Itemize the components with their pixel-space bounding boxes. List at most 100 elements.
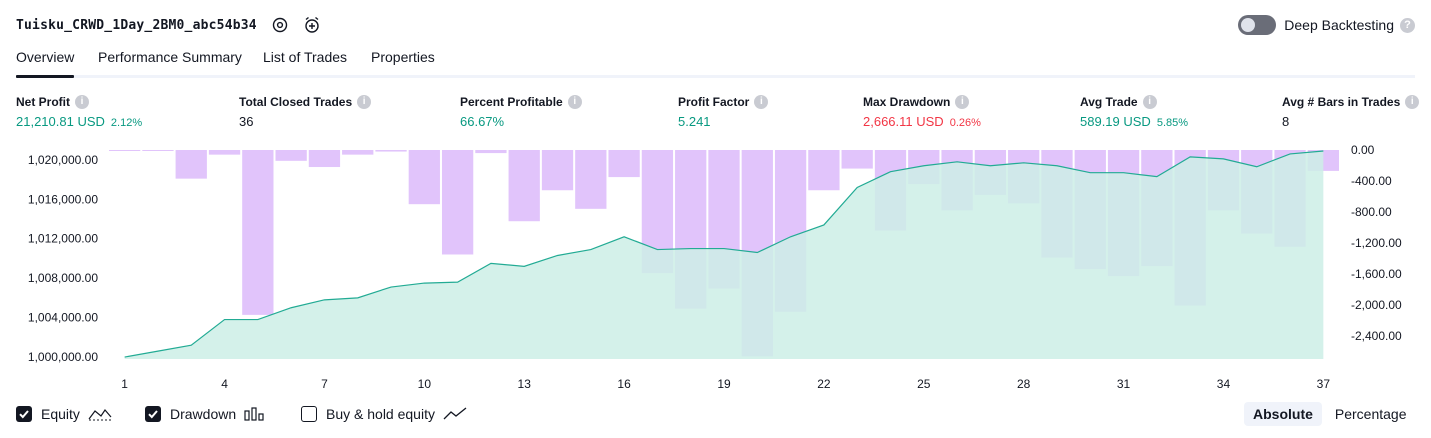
deep-backtesting-toggle-group: Deep Backtesting ? bbox=[1238, 14, 1415, 36]
percentage-button[interactable]: Percentage bbox=[1334, 406, 1407, 422]
drawdown-bar bbox=[308, 150, 341, 168]
metric-value: 2,666.11 USD bbox=[863, 114, 944, 129]
drawdown-bar bbox=[142, 150, 174, 151]
right-axis-tick-label: -400.00 bbox=[1351, 174, 1392, 188]
equity-area bbox=[124, 150, 1324, 359]
tab-list-of-trades[interactable]: List of Trades bbox=[263, 49, 348, 65]
x-axis-tick-label: 10 bbox=[418, 377, 432, 391]
info-icon[interactable]: i bbox=[1405, 94, 1420, 109]
legend-drawdown[interactable]: Drawdown bbox=[145, 403, 266, 425]
drawdown-bar bbox=[841, 150, 873, 169]
metric-value: 36 bbox=[239, 114, 254, 129]
metric-label: Max Drawdown bbox=[863, 94, 951, 109]
buy-hold-line-icon bbox=[443, 407, 467, 421]
left-axis: 1,020,000.00 1,016,000.00 1,012,000.00 1,00… bbox=[28, 153, 98, 364]
tab-performance-summary[interactable]: Performance Summary bbox=[98, 49, 242, 65]
drawdown-bar bbox=[541, 150, 574, 191]
alarm-add-icon[interactable] bbox=[303, 16, 321, 34]
metric-label: Profit Factor bbox=[678, 94, 750, 109]
info-icon[interactable]: i bbox=[75, 94, 89, 109]
metric-avg-bars-in-trades: Avg # Bars in Trades i 8 bbox=[1282, 94, 1420, 129]
metric-value: 5.241 bbox=[678, 114, 711, 129]
metric-label: Percent Profitable bbox=[460, 94, 563, 109]
left-axis-tick-label: 1,012,000.00 bbox=[28, 232, 98, 246]
metric-percent: 2.12% bbox=[110, 117, 143, 129]
drawdown-bar bbox=[508, 150, 540, 222]
info-icon[interactable]: i bbox=[754, 94, 769, 109]
x-axis-tick-label: 4 bbox=[221, 377, 228, 391]
left-axis-tick-label: 1,004,000.00 bbox=[28, 311, 98, 325]
checkbox-unchecked-icon[interactable] bbox=[301, 406, 317, 422]
metric-label: Avg # Bars in Trades bbox=[1282, 94, 1401, 109]
equity-line-icon bbox=[88, 407, 112, 421]
drawdown-bar bbox=[242, 150, 274, 315]
x-axis-tick-label: 19 bbox=[717, 377, 731, 391]
gear-icon[interactable] bbox=[271, 16, 289, 34]
metric-profit-factor: Profit Factor i 5.241 bbox=[678, 94, 769, 129]
drawdown-bar bbox=[408, 150, 440, 205]
legend-label: Equity bbox=[41, 406, 80, 422]
x-axis-tick-label: 37 bbox=[1317, 377, 1331, 391]
left-axis-tick-label: 1,000,000.00 bbox=[28, 350, 98, 364]
legend-label: Buy & hold equity bbox=[326, 406, 435, 422]
metric-value: 66.67% bbox=[460, 114, 505, 129]
equity-area-fill bbox=[124, 150, 1324, 359]
drawdown-bar bbox=[475, 150, 507, 154]
tab-overview[interactable]: Overview bbox=[16, 49, 75, 78]
drawdown-bar bbox=[808, 150, 840, 191]
drawdown-bar bbox=[175, 150, 207, 179]
question-mark-icon[interactable]: ? bbox=[1400, 17, 1415, 33]
scale-toggle: Absolute Percentage bbox=[1244, 402, 1416, 426]
x-axis: 1 4 7 10 13 16 19 22 25 28 31 34 37 bbox=[121, 377, 1330, 391]
drawdown-bar bbox=[275, 150, 307, 161]
x-axis-tick-label: 7 bbox=[321, 377, 328, 391]
left-axis-tick-label: 1,016,000.00 bbox=[28, 192, 98, 206]
checkbox-checked-icon[interactable] bbox=[16, 406, 32, 422]
strategy-header: Tuisku_CRWD_1Day_2BM0_abc54b34 bbox=[16, 14, 321, 36]
left-axis-tick-label: 1,008,000.00 bbox=[28, 271, 98, 285]
info-icon[interactable]: i bbox=[955, 94, 970, 109]
metric-label: Total Closed Trades bbox=[239, 94, 353, 109]
deep-backtesting-label[interactable]: Deep Backtesting bbox=[1284, 17, 1394, 33]
drawdown-bar bbox=[375, 150, 407, 152]
x-axis-tick-label: 13 bbox=[518, 377, 532, 391]
metric-percent: 0.26% bbox=[949, 117, 981, 129]
deep-backtesting-switch[interactable] bbox=[1238, 15, 1277, 35]
right-axis-tick-label: -2,000.00 bbox=[1351, 298, 1402, 312]
metric-max-drawdown: Max Drawdown i 2,666.11 USD 0.26% bbox=[863, 94, 981, 129]
metric-total-closed-trades: Total Closed Trades i 36 bbox=[239, 94, 372, 129]
x-axis-tick-label: 31 bbox=[1117, 377, 1131, 391]
x-axis-tick-label: 25 bbox=[917, 377, 931, 391]
right-axis-tick-label: 0.00 bbox=[1351, 143, 1375, 157]
metric-avg-trade: Avg Trade i 589.19 USD 5.85% bbox=[1080, 94, 1188, 129]
info-icon[interactable]: i bbox=[357, 94, 372, 109]
right-axis-tick-label: -1,200.00 bbox=[1351, 236, 1402, 250]
legend-label: Drawdown bbox=[170, 406, 237, 422]
metric-value: 589.19 USD bbox=[1080, 114, 1151, 129]
right-axis-tick-label: -800.00 bbox=[1351, 205, 1392, 219]
drawdown-bar bbox=[441, 150, 474, 255]
tab-properties[interactable]: Properties bbox=[371, 49, 435, 65]
absolute-button[interactable]: Absolute bbox=[1244, 402, 1322, 426]
right-axis: 0.00 -400.00 -800.00 -1,200.00 -1,600.00 -2,0… bbox=[1351, 143, 1402, 343]
x-axis-tick-label: 16 bbox=[617, 377, 631, 391]
right-axis-tick-label: -2,400.00 bbox=[1351, 329, 1402, 343]
legend-buy-hold-equity[interactable]: Buy & hold equity bbox=[301, 403, 467, 425]
info-icon[interactable]: i bbox=[1142, 94, 1157, 109]
right-axis-tick-label: -1,600.00 bbox=[1351, 267, 1402, 281]
x-axis-tick-label: 34 bbox=[1217, 377, 1231, 391]
left-axis-tick-label: 1,020,000.00 bbox=[28, 153, 98, 167]
checkbox-checked-icon[interactable] bbox=[145, 406, 161, 422]
info-icon[interactable]: i bbox=[567, 94, 582, 109]
metric-percent: 5.85% bbox=[1156, 117, 1189, 129]
equity-line bbox=[124, 150, 1324, 358]
drawdown-bar bbox=[608, 150, 640, 178]
drawdown-bar bbox=[575, 150, 607, 209]
metric-percent-profitable: Percent Profitable i 66.67% bbox=[460, 94, 582, 129]
legend-equity[interactable]: Equity bbox=[16, 403, 112, 425]
tab-bar: Overview Performance Summary List of Tra… bbox=[16, 44, 1415, 78]
metric-value: 8 bbox=[1282, 114, 1290, 129]
x-axis-tick-label: 28 bbox=[1017, 377, 1031, 391]
x-axis-tick-label: 1 bbox=[121, 377, 128, 391]
